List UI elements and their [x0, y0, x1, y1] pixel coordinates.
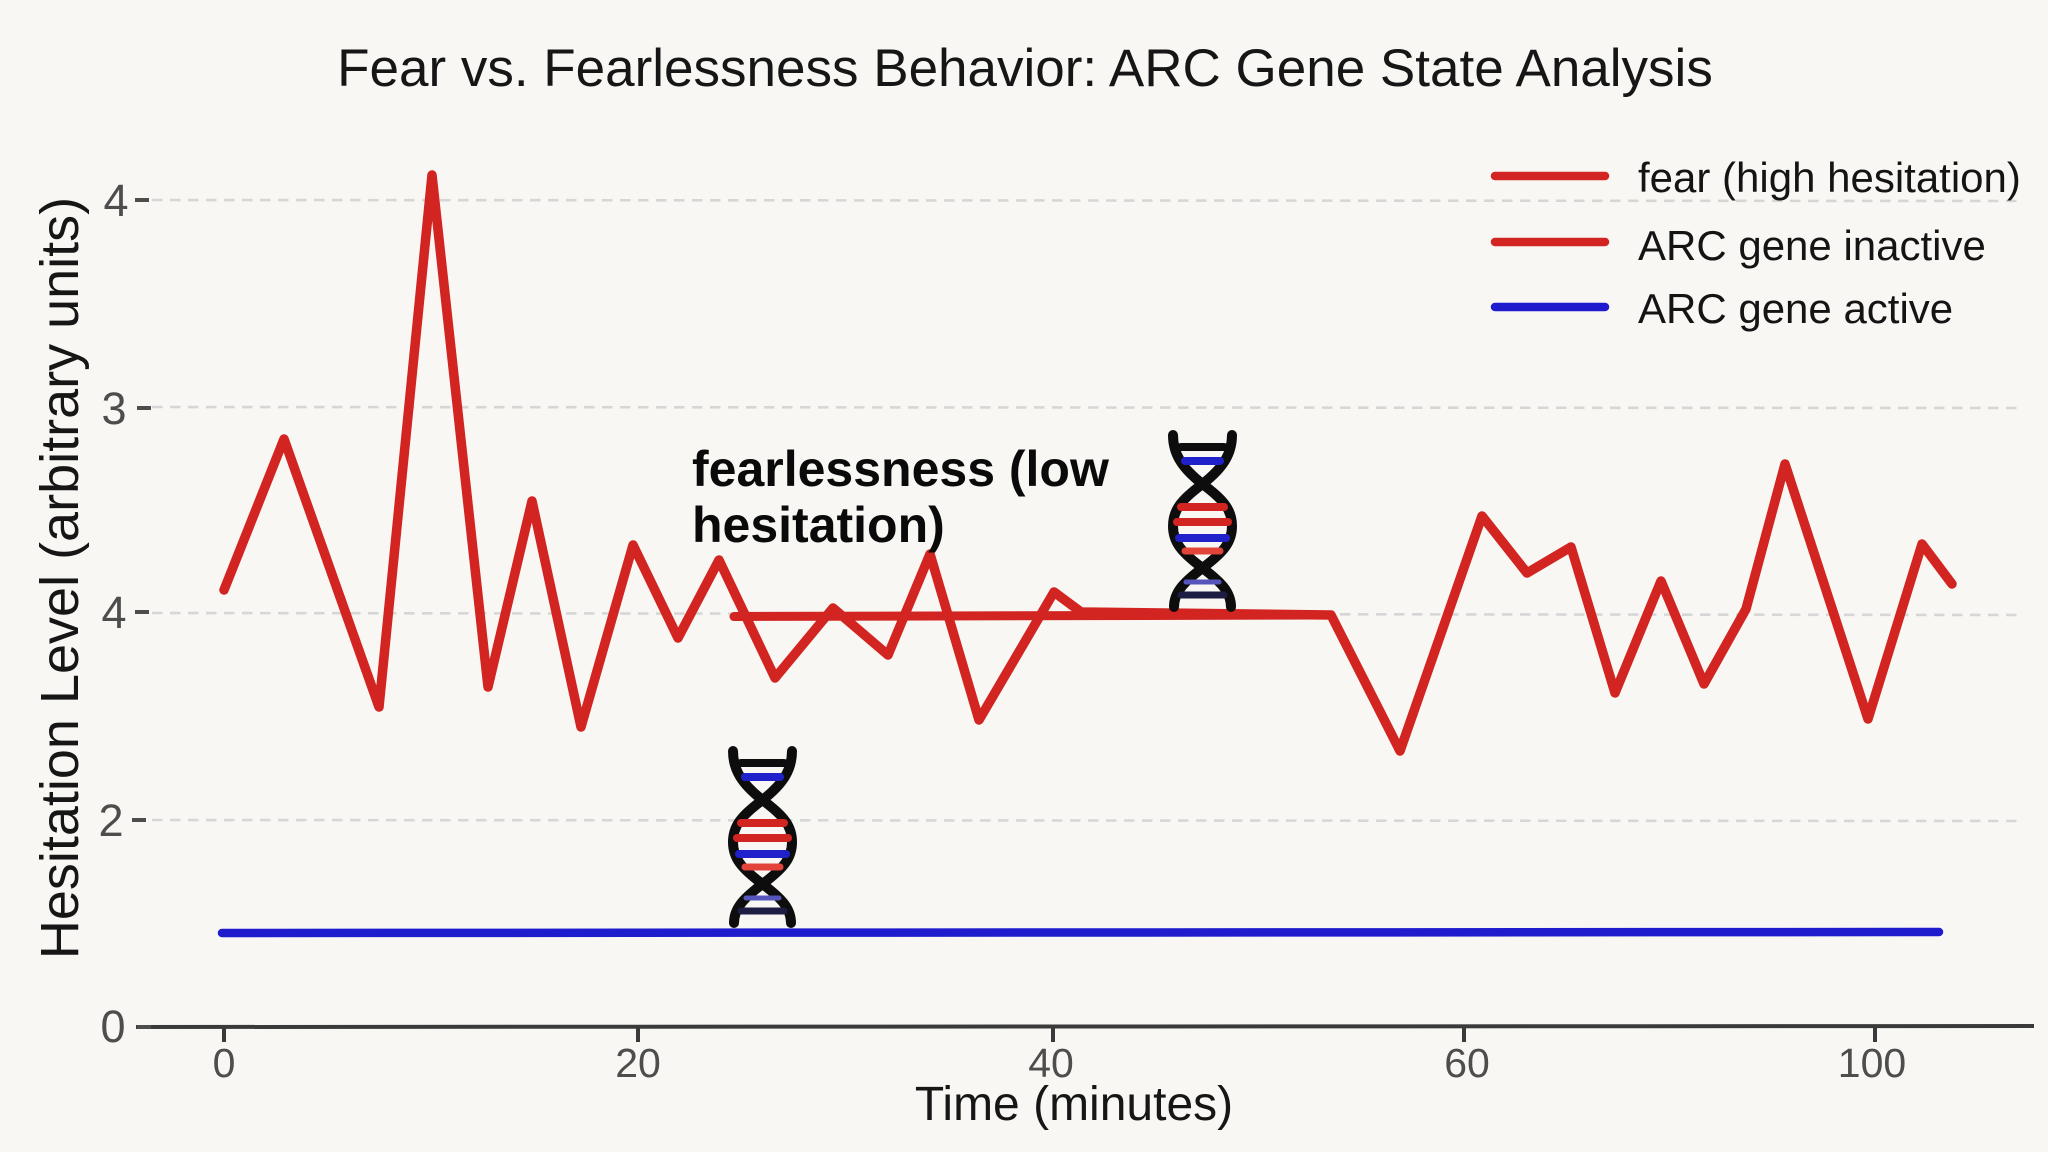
svg-text:20: 20 — [615, 1040, 661, 1086]
svg-text:100: 100 — [1838, 1040, 1906, 1086]
svg-text:4: 4 — [103, 175, 128, 226]
svg-text:Hesitation Level (arbitrary un: Hesitation Level (arbitrary units) — [30, 197, 90, 959]
svg-text:0: 0 — [213, 1040, 236, 1086]
svg-text:ARC gene inactive: ARC gene inactive — [1638, 222, 1986, 269]
svg-text:fearlessness (low: fearlessness (low — [692, 441, 1109, 497]
svg-text:4: 4 — [101, 587, 126, 638]
svg-text:3: 3 — [101, 383, 126, 434]
svg-text:2: 2 — [98, 795, 123, 846]
svg-text:hesitation): hesitation) — [692, 497, 945, 553]
svg-text:Time (minutes): Time (minutes) — [915, 1078, 1233, 1131]
svg-text:ARC gene active: ARC gene active — [1638, 285, 1953, 332]
svg-text:Fear vs. Fearlessness Behavior: Fear vs. Fearlessness Behavior: ARC Gene… — [337, 39, 1713, 98]
svg-text:0: 0 — [100, 1001, 125, 1052]
svg-text:40: 40 — [1028, 1040, 1074, 1086]
svg-text:fear (high hesitation): fear (high hesitation) — [1638, 154, 2021, 201]
svg-text:60: 60 — [1444, 1040, 1490, 1086]
